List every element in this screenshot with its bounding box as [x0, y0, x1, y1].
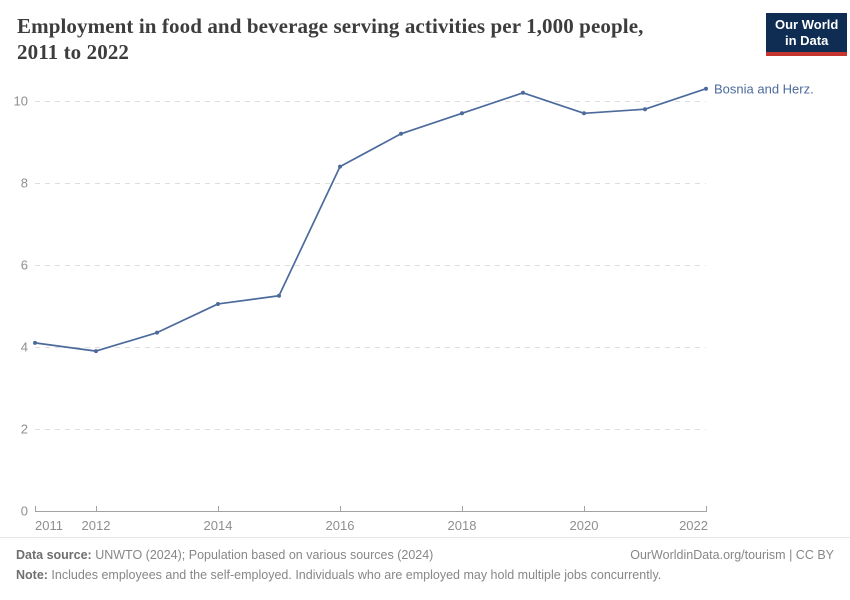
owid-logo-line2: in Data — [784, 33, 829, 48]
footer: Data source: UNWTO (2024); Population ba… — [16, 547, 834, 584]
owid-logo-line1: Our World — [775, 17, 839, 32]
series-line[interactable] — [34, 87, 707, 352]
data-point[interactable] — [33, 340, 37, 345]
owid-logo[interactable]: Our World in Data — [766, 13, 848, 56]
series-label[interactable]: Bosnia and Herz. — [714, 82, 814, 97]
note-text: Includes employees and the self-employed… — [47, 568, 662, 582]
x-tick-label: 2022 — [679, 518, 708, 533]
data-point[interactable] — [216, 301, 220, 306]
x-tick-label: 2014 — [204, 518, 233, 533]
y-tick-label: 0 — [21, 504, 28, 519]
note-line: Note: Includes employees and the self-em… — [16, 567, 834, 584]
x-tick-label: 2020 — [570, 518, 599, 533]
data-point[interactable] — [460, 111, 464, 116]
data-source-text: UNWTO (2024); Population based on variou… — [91, 548, 434, 562]
x-tick-label: 2012 — [82, 518, 111, 533]
data-point[interactable] — [277, 293, 281, 298]
y-tick-label: 4 — [21, 340, 28, 355]
footer-divider — [0, 537, 850, 538]
data-point[interactable] — [582, 111, 586, 116]
y-tick-label: 6 — [21, 258, 28, 273]
y-tick-label: 10 — [14, 94, 28, 109]
data-source-label: Data source: — [16, 548, 92, 562]
y-tick-label: 8 — [21, 176, 28, 191]
page-title-line1: Employment in food and beverage serving … — [17, 14, 644, 38]
credit-link[interactable]: OurWorldinData.org/tourism | CC BY — [630, 548, 834, 562]
data-point[interactable] — [94, 349, 98, 354]
y-tick-label: 2 — [21, 422, 28, 437]
data-point[interactable] — [338, 164, 342, 169]
data-point[interactable] — [521, 90, 525, 95]
note-label: Note: — [16, 568, 48, 582]
x-tick-label: 2016 — [326, 518, 355, 533]
data-source-line: Data source: UNWTO (2024); Population ba… — [16, 547, 433, 564]
data-point[interactable] — [704, 86, 708, 91]
data-point[interactable] — [155, 330, 159, 335]
page-title: Employment in food and beverage serving … — [17, 13, 752, 65]
x-tick-label: 2018 — [448, 518, 477, 533]
page-title-line2: 2011 to 2022 — [17, 40, 130, 64]
data-point[interactable] — [643, 107, 647, 112]
x-tick-label: 2011 — [35, 518, 63, 533]
data-point[interactable] — [399, 131, 403, 136]
